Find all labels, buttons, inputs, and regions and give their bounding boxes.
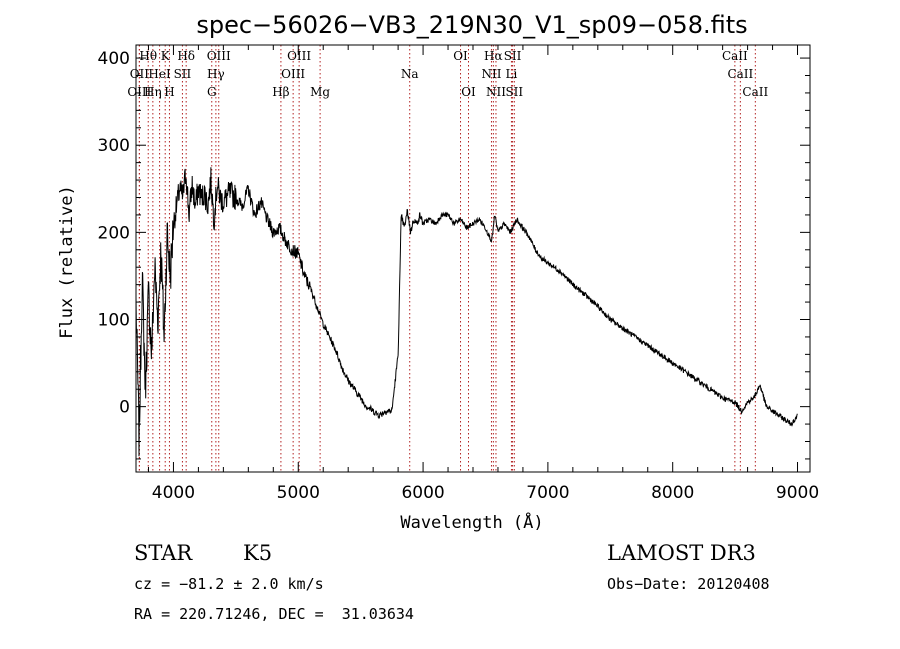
y-tick-label: 400	[98, 49, 130, 69]
spectral-line-label: CaII	[742, 85, 768, 99]
spectral-line-label: CaII	[722, 49, 748, 63]
spectral-line-label: OII	[130, 67, 150, 81]
spectral-line-label: SII	[505, 85, 523, 99]
x-tick-label: 5000	[277, 483, 320, 503]
coordinates: RA = 220.71246, DEC = 31.03634	[134, 605, 414, 623]
spectral-line-label: NII	[481, 67, 501, 81]
spectral-line-label: Li	[506, 67, 518, 81]
spectrum-line	[135, 167, 798, 457]
x-tick-label: 9000	[776, 483, 819, 503]
spectral-line-label: NII	[486, 85, 506, 99]
x-tick-label: 7000	[526, 483, 569, 503]
obs-date: Obs−Date: 20120408	[607, 575, 770, 593]
x-tick-label: 8000	[651, 483, 694, 503]
spectral-line-label: OI	[453, 49, 468, 63]
spectral-line-label: SII	[174, 67, 192, 81]
spectral-line-label: OI	[461, 85, 476, 99]
spectral-line-label: Hθ	[139, 49, 157, 63]
y-tick-label: 200	[98, 223, 130, 243]
object-class: STAR	[134, 541, 193, 565]
spectral-line-label: H	[164, 85, 174, 99]
spectral-line-label: Hγ	[207, 67, 225, 81]
spectral-line-label: Hδ	[177, 49, 195, 63]
x-axis-label: Wavelength (Å)	[400, 511, 543, 533]
x-tick-label: 4000	[152, 483, 195, 503]
spectral-line-label: Na	[401, 67, 419, 81]
y-tick-label: 100	[98, 311, 130, 331]
plot-frame	[135, 44, 811, 473]
spectral-line-label: OIII	[281, 67, 305, 81]
spectral-line-label: Mg	[310, 85, 330, 99]
chart-title: spec−56026−VB3_219N30_V1_sp09−058.fits	[196, 11, 747, 39]
spectral-line-label: HeI	[148, 67, 171, 81]
y-axis-label: Flux (relative)	[57, 185, 77, 339]
object-subclass: K5	[243, 541, 273, 565]
spectral-line-label: G	[207, 85, 217, 99]
spectral-line-label: CaII	[727, 67, 753, 81]
spectral-line-label: Hβ	[272, 85, 289, 99]
spectral-line-label: OIII	[207, 49, 231, 63]
survey-name: LAMOST DR3	[607, 541, 756, 565]
x-tick-label: 6000	[401, 483, 444, 503]
spectral-line-label: K	[161, 49, 171, 63]
spectral-line-label: Hη	[144, 85, 162, 99]
spectral-line-label: SII	[504, 49, 522, 63]
spectral-line-label: OIII	[287, 49, 311, 63]
spectral-line-label: OIII	[127, 85, 151, 99]
spectral-line-label: Hα	[484, 49, 503, 63]
y-tick-label: 300	[98, 136, 130, 156]
y-tick-label: 0	[119, 398, 130, 418]
redshift-info: cz = −81.2 ± 2.0 km/s	[134, 575, 324, 593]
